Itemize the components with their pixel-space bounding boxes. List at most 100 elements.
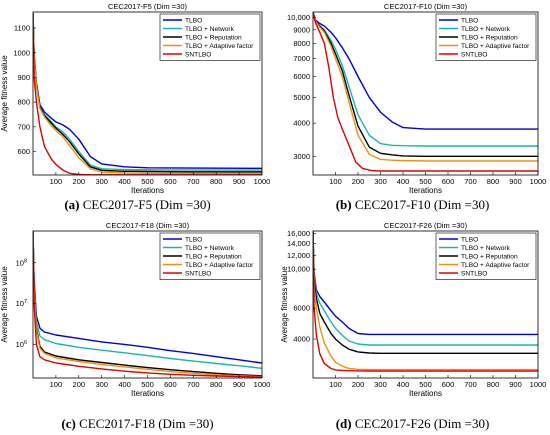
x-tick-label: 100 xyxy=(50,177,63,186)
y-tick-label: 16,000 xyxy=(287,229,310,238)
y-tick-label: 600 xyxy=(17,147,30,156)
series-line-tlbo-network xyxy=(33,231,262,369)
x-tick-label: 1000 xyxy=(530,177,547,186)
x-tick-label: 700 xyxy=(464,177,477,186)
x-tick-label: 300 xyxy=(95,177,108,186)
caption-b: (b) CEC2017-F10 (Dim =30) xyxy=(335,197,490,212)
legend-entry: TLBO + Adaptive factor xyxy=(461,262,530,269)
y-tick-label: 12,000 xyxy=(287,251,310,260)
y-tick-label: 3000 xyxy=(293,152,310,161)
legend-entry: SNTLBO xyxy=(185,51,211,58)
x-tick-label: 100 xyxy=(329,177,342,186)
y-tick-label: 9000 xyxy=(293,25,310,34)
x-tick-label: 300 xyxy=(374,177,387,186)
series-line-tlbo xyxy=(313,12,538,130)
x-tick-label: 600 xyxy=(164,380,177,389)
series-line-tlbo-adaptive-factor xyxy=(33,231,262,378)
series-group xyxy=(313,231,538,372)
legend-entry: TLBO + Adaptive factor xyxy=(461,43,530,50)
legend-entry: TLBO + Network xyxy=(185,245,235,252)
x-tick-label: 800 xyxy=(210,380,223,389)
x-tick-label: 1000 xyxy=(530,380,547,389)
x-tick-label: 200 xyxy=(352,380,365,389)
y-axis-label: Average fitness value xyxy=(0,55,9,132)
legend-entry: SNTLBO xyxy=(461,270,487,277)
y-tick-label: 1100 xyxy=(14,24,30,33)
x-tick-label: 200 xyxy=(352,177,365,186)
x-tick-label: 900 xyxy=(233,177,246,186)
y-tick-label: 1000 xyxy=(13,48,30,57)
legend-entry: TLBO + Reputation xyxy=(461,253,518,260)
series-line-sntlbo xyxy=(313,12,538,172)
x-tick-label: 700 xyxy=(464,380,477,389)
chart-title: CEC2017-F18 (Dim =30) xyxy=(106,221,190,230)
x-tick-label: 300 xyxy=(95,380,108,389)
x-tick-label: 200 xyxy=(73,177,86,186)
legend-entry: TLBO + Adaptive factor xyxy=(185,262,254,269)
x-tick-label: 400 xyxy=(397,177,410,186)
legend-entry: TLBO + Reputation xyxy=(185,34,242,41)
y-tick-label: 7000 xyxy=(293,54,310,63)
legend-entry: SNTLBO xyxy=(461,51,487,58)
x-tick-label: 1000 xyxy=(254,177,271,186)
x-tick-label: 500 xyxy=(141,177,154,186)
series-group xyxy=(313,12,538,172)
x-tick-label: 800 xyxy=(487,177,500,186)
caption-a: (a) CEC2017-F5 (Dim =30) xyxy=(64,197,211,212)
x-axis-label: Iterations xyxy=(409,186,442,195)
y-tick-label: 106 xyxy=(16,340,27,349)
x-tick-label: 900 xyxy=(509,177,522,186)
series-line-tlbo-network xyxy=(313,231,538,346)
x-tick-label: 600 xyxy=(164,177,177,186)
legend-entry: TLBO xyxy=(185,236,202,243)
caption-c: (c) CEC2017-F18 (Dim =30) xyxy=(61,416,214,431)
y-tick-label: 6000 xyxy=(293,304,310,313)
x-tick-label: 700 xyxy=(187,177,200,186)
chart-title: CEC2017-F5 (Dim =30) xyxy=(108,2,187,11)
y-tick-label: 4000 xyxy=(293,119,310,128)
legend-entry: TLBO xyxy=(461,236,478,243)
series-line-tlbo xyxy=(33,231,262,364)
legend-entry: TLBO + Network xyxy=(461,26,511,33)
series-line-tlbo-adaptive-factor xyxy=(33,13,262,175)
legend-entry: TLBO + Network xyxy=(461,245,511,252)
x-tick-label: 1000 xyxy=(254,380,271,389)
y-tick-label: 10,000 xyxy=(287,13,310,22)
series-line-tlbo-adaptive-factor xyxy=(313,12,538,162)
y-tick-label: 6000 xyxy=(293,72,310,81)
legend-entry: TLBO + Network xyxy=(185,26,235,33)
x-tick-label: 400 xyxy=(118,177,131,186)
x-tick-label: 300 xyxy=(374,380,387,389)
caption-d: (d) CEC2017-F26 (Dim =30) xyxy=(335,416,490,431)
x-tick-label: 100 xyxy=(329,380,342,389)
x-axis-label: Iterations xyxy=(409,389,442,398)
y-tick-label: 5000 xyxy=(293,93,310,102)
x-tick-label: 800 xyxy=(487,380,500,389)
series-line-tlbo-reputation xyxy=(313,12,538,158)
legend-entry: SNTLBO xyxy=(185,270,211,277)
y-tick-label: 800 xyxy=(17,98,30,107)
series-group xyxy=(33,231,262,378)
y-axis-label: Average fitness value xyxy=(280,266,289,343)
chart-panel-3: CEC2017-F18 (Dim =30) 100 200 300 400 500 600 7… xyxy=(0,221,270,398)
y-tick-label: 4000 xyxy=(293,335,310,344)
series-line-sntlbo xyxy=(33,231,262,378)
x-tick-label: 900 xyxy=(509,380,522,389)
y-tick-label: 8000 xyxy=(293,39,310,48)
chart-panel-2: CEC2017-F10 (Dim =30) 100 200 300 400 500 600 7… xyxy=(287,2,546,195)
chart-title: CEC2017-F26 (Dim =30) xyxy=(384,221,468,230)
x-tick-label: 100 xyxy=(50,380,63,389)
y-tick-label: 700 xyxy=(17,122,30,131)
legend-entry: TLBO + Reputation xyxy=(185,253,242,260)
series-line-sntlbo xyxy=(313,231,538,372)
x-tick-label: 600 xyxy=(442,380,455,389)
y-tick-label: 14,000 xyxy=(287,239,310,248)
x-tick-label: 500 xyxy=(419,177,432,186)
y-axis-label: Average fitness value xyxy=(0,266,9,343)
x-tick-label: 400 xyxy=(118,380,131,389)
y-tick-label: 108 xyxy=(16,258,27,267)
